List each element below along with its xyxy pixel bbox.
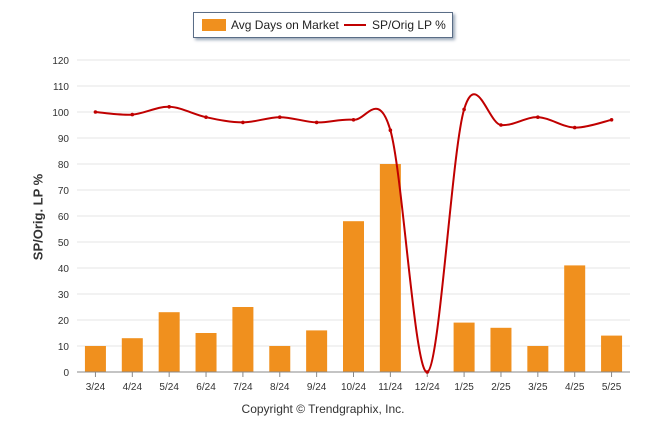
line-point-10/24 [351, 118, 356, 122]
y-tick-label: 110 [53, 82, 69, 93]
bar-10/24 [343, 221, 364, 372]
x-tick-label: 1/25 [454, 382, 474, 393]
bar-7/24 [232, 307, 254, 372]
bar-3/25 [527, 346, 549, 372]
x-tick-label: 12/24 [415, 382, 440, 393]
legend-item-bars[interactable]: Avg Days on Market [202, 18, 339, 32]
y-tick-label: 80 [58, 160, 70, 171]
x-tick-label: 6/24 [196, 382, 216, 393]
x-tick-label: 2/25 [491, 382, 511, 393]
x-tick-label: 8/24 [270, 382, 290, 393]
y-tick-label: 40 [58, 264, 70, 275]
bar-2/25 [490, 327, 512, 372]
y-tick-label: 70 [58, 186, 70, 197]
line-point-3/25 [536, 115, 540, 119]
line-point-12/24 [425, 370, 430, 374]
x-tick-label: 3/25 [528, 382, 548, 393]
bar-9/24 [306, 330, 328, 372]
y-tick-label: 30 [58, 290, 70, 301]
bar-1/25 [453, 322, 475, 372]
bar-5/24 [158, 312, 180, 372]
bar-8/24 [269, 346, 291, 372]
line-point-9/24 [314, 120, 319, 125]
bar-4/24 [121, 338, 143, 372]
line-point-5/24 [167, 105, 171, 109]
line-point-6/24 [204, 115, 208, 119]
legend-line-swatch [344, 24, 366, 26]
y-tick-label: 60 [58, 212, 70, 223]
x-tick-label: 4/24 [123, 382, 143, 393]
line-point-5/25 [609, 118, 614, 122]
legend-line-label: SP/Orig LP % [372, 18, 446, 32]
bar-6/24 [195, 333, 217, 372]
y-tick-label: 120 [52, 56, 69, 67]
line-point-3/24 [93, 110, 98, 114]
bar-3/24 [84, 346, 106, 372]
bar-5/25 [601, 335, 623, 372]
x-tick-label: 5/25 [602, 382, 622, 393]
bar-4/25 [564, 265, 586, 372]
legend-item-line[interactable]: SP/Orig LP % [344, 18, 446, 32]
y-tick-label: 50 [58, 238, 70, 249]
y-tick-label: 0 [63, 368, 69, 379]
x-tick-label: 4/25 [565, 382, 585, 393]
x-tick-label: 3/24 [86, 382, 106, 393]
y-tick-label: 90 [58, 134, 70, 145]
line-point-4/24 [130, 112, 135, 117]
x-tick-label: 11/24 [378, 382, 403, 393]
line-point-4/25 [572, 125, 577, 130]
line-point-8/24 [277, 115, 282, 119]
x-tick-label: 7/24 [233, 382, 253, 393]
x-tick-label: 10/24 [341, 382, 366, 393]
y-tick-label: 20 [58, 316, 70, 327]
y-tick-label: 10 [58, 342, 70, 353]
legend-bar-swatch [202, 19, 226, 31]
copyright-footer: Copyright © Trendgraphix, Inc. [241, 402, 405, 416]
bar-11/24 [379, 164, 401, 372]
line-point-11/24 [388, 128, 393, 132]
line-point-1/25 [462, 107, 466, 112]
line-point-2/25 [499, 123, 503, 127]
y-tick-label: 100 [52, 108, 69, 119]
legend: Avg Days on Market SP/Orig LP % [193, 12, 453, 38]
x-tick-label: 5/24 [159, 382, 179, 393]
line-point-7/24 [241, 120, 245, 125]
legend-bar-label: Avg Days on Market [231, 18, 339, 32]
x-tick-label: 9/24 [307, 382, 327, 393]
